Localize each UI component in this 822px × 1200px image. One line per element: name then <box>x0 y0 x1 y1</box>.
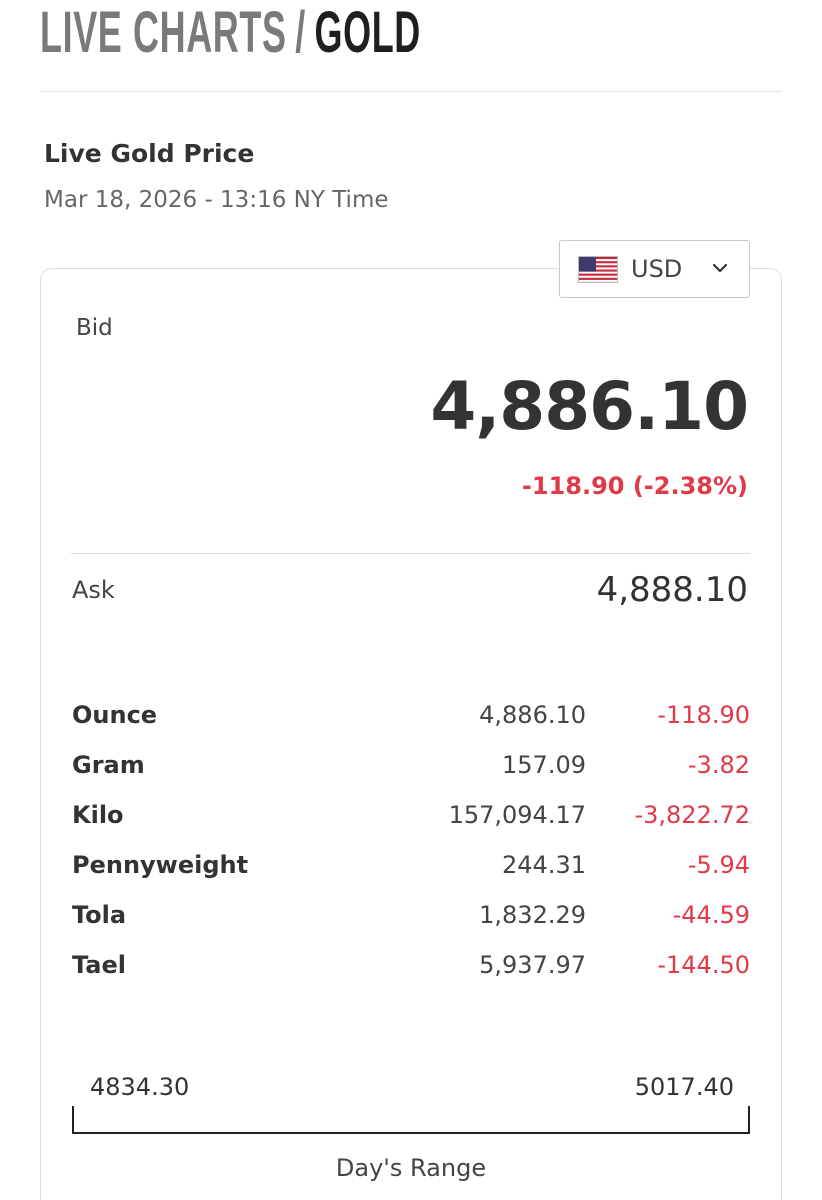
unit-change: -3,822.72 <box>634 801 750 829</box>
unit-price: 5,937.97 <box>479 951 586 979</box>
chevron-down-icon <box>710 258 730 278</box>
unit-change: -144.50 <box>657 951 750 979</box>
unit-row-gram: Gram 157.09 -3.82 <box>72 751 750 791</box>
range-bar-line <box>72 1132 750 1134</box>
unit-row-ounce: Ounce 4,886.10 -118.90 <box>72 701 750 741</box>
day-range-low: 4834.30 <box>90 1073 190 1101</box>
currency-selector[interactable]: USD <box>559 240 750 298</box>
bid-price: 4,886.10 <box>430 368 749 445</box>
breadcrumb-separator: / <box>295 0 306 65</box>
day-range-high: 5017.40 <box>634 1073 734 1101</box>
page-title: Live Gold Price <box>44 139 255 168</box>
currency-code: USD <box>631 255 683 283</box>
unit-name: Pennyweight <box>72 851 249 879</box>
breadcrumb-root-link[interactable]: LIVE CHARTS <box>40 0 287 65</box>
unit-price: 157.09 <box>502 751 586 779</box>
unit-price: 4,886.10 <box>479 701 586 729</box>
breadcrumb: LIVE CHARTS / GOLD <box>40 4 421 62</box>
ask-label: Ask <box>72 576 115 604</box>
unit-row-pennyweight: Pennyweight 244.31 -5.94 <box>72 851 750 891</box>
unit-name: Tael <box>72 951 126 979</box>
unit-row-kilo: Kilo 157,094.17 -3,822.72 <box>72 801 750 841</box>
day-range-bar <box>72 1106 750 1134</box>
unit-row-tael: Tael 5,937.97 -144.50 <box>72 951 750 991</box>
unit-change: -118.90 <box>657 701 750 729</box>
card-divider <box>71 553 750 554</box>
unit-name: Tola <box>72 901 127 929</box>
unit-price: 244.31 <box>502 851 586 879</box>
unit-price: 1,832.29 <box>479 901 586 929</box>
us-flag-icon <box>578 256 618 283</box>
range-bar-left-cap <box>72 1106 74 1134</box>
unit-row-tola: Tola 1,832.29 -44.59 <box>72 901 750 941</box>
ask-price: 4,888.10 <box>596 570 748 610</box>
header-divider <box>40 91 782 92</box>
unit-price: 157,094.17 <box>448 801 586 829</box>
unit-change: -3.82 <box>687 751 750 779</box>
price-timestamp: Mar 18, 2026 - 13:16 NY Time <box>44 187 389 213</box>
bid-label: Bid <box>76 315 113 341</box>
unit-name: Ounce <box>72 701 158 729</box>
unit-name: Gram <box>72 751 145 779</box>
bid-change: -118.90 (-2.38%) <box>521 472 748 500</box>
range-bar-right-cap <box>748 1106 750 1134</box>
day-range-label: Day's Range <box>335 1154 487 1182</box>
breadcrumb-current: GOLD <box>314 0 421 65</box>
unit-change: -44.59 <box>672 901 750 929</box>
price-card <box>40 268 782 1200</box>
unit-name: Kilo <box>72 801 124 829</box>
unit-change: -5.94 <box>687 851 750 879</box>
